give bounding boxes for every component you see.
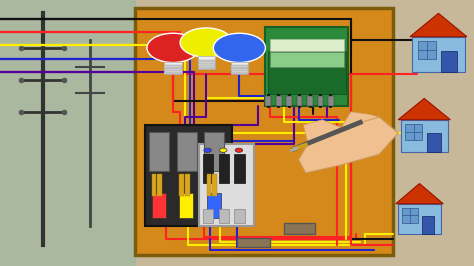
Bar	[198, 63, 215, 66]
Bar	[179, 193, 193, 218]
Bar	[157, 173, 162, 196]
Bar	[231, 72, 248, 74]
Bar	[427, 133, 441, 152]
Bar	[207, 193, 221, 218]
Bar	[149, 132, 169, 171]
Circle shape	[204, 148, 211, 152]
Bar	[135, 8, 393, 255]
Bar	[307, 96, 313, 106]
Bar	[284, 223, 315, 234]
Bar	[203, 209, 213, 223]
Bar	[328, 96, 334, 106]
Bar	[270, 52, 344, 66]
Bar	[198, 56, 215, 69]
Circle shape	[235, 148, 243, 152]
Bar	[398, 204, 441, 234]
Bar	[203, 154, 213, 183]
Bar	[265, 27, 348, 106]
Bar	[318, 96, 323, 106]
Bar	[286, 96, 292, 106]
Bar	[297, 96, 302, 106]
Polygon shape	[303, 120, 341, 144]
Bar	[402, 208, 418, 223]
Bar	[177, 132, 197, 171]
Polygon shape	[396, 184, 443, 204]
Bar	[231, 65, 248, 68]
Bar	[198, 60, 215, 62]
Bar	[0, 0, 135, 266]
Circle shape	[180, 28, 232, 57]
Bar	[152, 173, 156, 196]
Bar	[234, 209, 245, 223]
Bar	[199, 144, 254, 226]
Bar	[268, 51, 346, 94]
Bar	[234, 154, 245, 183]
Bar	[145, 125, 232, 226]
Bar	[276, 96, 282, 106]
Bar	[219, 209, 229, 223]
Polygon shape	[341, 112, 379, 128]
Circle shape	[219, 148, 227, 152]
Bar	[405, 124, 422, 140]
Polygon shape	[398, 98, 450, 120]
Bar	[179, 173, 184, 196]
Bar	[198, 66, 215, 69]
Bar	[441, 51, 456, 72]
Bar	[219, 154, 229, 183]
Bar	[152, 193, 166, 218]
Bar	[422, 217, 434, 234]
Bar	[265, 96, 271, 106]
Bar	[204, 132, 224, 171]
Polygon shape	[410, 13, 467, 37]
Circle shape	[213, 33, 265, 63]
Bar	[401, 120, 448, 152]
Bar	[270, 39, 344, 51]
Bar	[164, 62, 182, 74]
Bar	[231, 62, 248, 74]
Bar	[237, 238, 270, 247]
Bar	[231, 68, 248, 71]
Bar	[412, 37, 465, 72]
Circle shape	[147, 33, 199, 63]
Polygon shape	[299, 117, 398, 173]
Bar	[164, 65, 182, 68]
Bar	[164, 68, 182, 71]
Bar	[164, 72, 182, 74]
Bar	[207, 173, 211, 196]
Bar	[185, 173, 190, 196]
Bar	[212, 173, 217, 196]
Bar	[418, 41, 437, 59]
